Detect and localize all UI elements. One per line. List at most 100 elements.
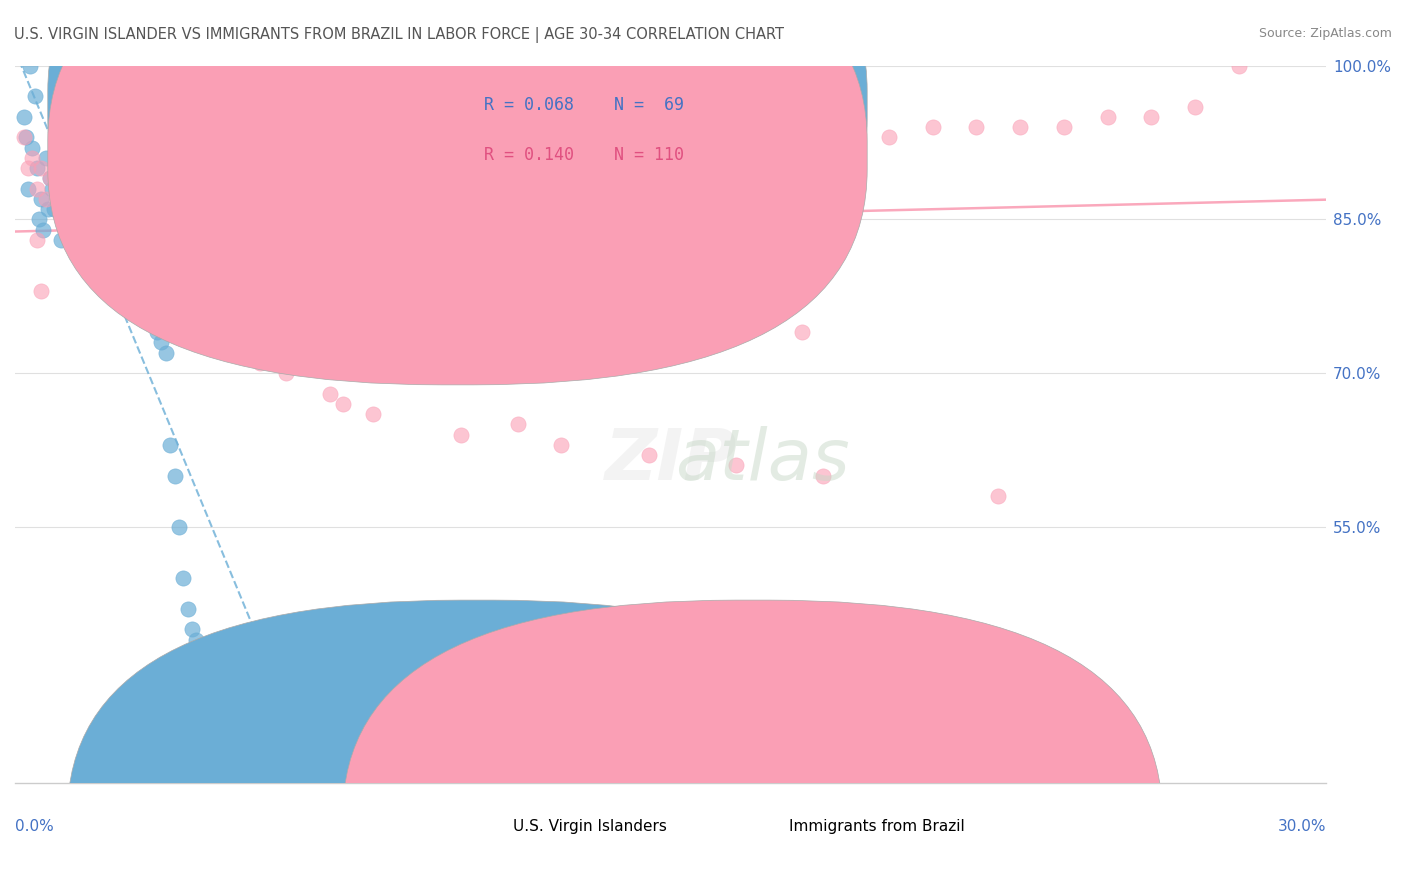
- Point: [202, 673, 225, 688]
- Point: [529, 151, 551, 165]
- Point: [183, 171, 205, 186]
- Point: [167, 520, 190, 534]
- Point: [65, 192, 87, 206]
- Point: [965, 120, 987, 134]
- Point: [20, 59, 42, 73]
- Point: [572, 140, 595, 154]
- Point: [191, 181, 214, 195]
- Point: [186, 632, 208, 647]
- Point: [1010, 120, 1032, 134]
- Point: [45, 192, 67, 206]
- Point: [309, 151, 332, 165]
- Point: [93, 212, 115, 227]
- Point: [637, 448, 659, 462]
- Point: [877, 130, 900, 145]
- Point: [450, 427, 472, 442]
- Point: [25, 233, 48, 247]
- FancyBboxPatch shape: [48, 0, 868, 384]
- Point: [363, 407, 385, 421]
- Point: [67, 202, 90, 216]
- Text: ZIP: ZIP: [605, 425, 737, 495]
- Point: [235, 161, 257, 175]
- Point: [148, 315, 170, 329]
- Point: [159, 438, 181, 452]
- Point: [108, 222, 131, 236]
- Point: [80, 181, 103, 195]
- Point: [921, 120, 943, 134]
- Point: [156, 161, 179, 175]
- Point: [60, 161, 83, 175]
- Point: [288, 161, 311, 175]
- Point: [135, 222, 157, 236]
- Point: [73, 171, 96, 186]
- Point: [198, 663, 221, 677]
- Point: [194, 653, 217, 667]
- Point: [139, 192, 162, 206]
- Point: [231, 335, 253, 350]
- Point: [28, 212, 51, 227]
- Point: [72, 192, 94, 206]
- Point: [485, 140, 508, 154]
- Point: [79, 192, 101, 206]
- Point: [725, 458, 748, 473]
- Text: R = 0.068    N =  69: R = 0.068 N = 69: [484, 96, 685, 114]
- Point: [39, 171, 62, 186]
- Point: [24, 89, 46, 103]
- Point: [245, 151, 267, 165]
- Point: [176, 602, 198, 616]
- Point: [48, 130, 70, 145]
- Point: [209, 161, 232, 175]
- Point: [87, 212, 110, 227]
- Point: [69, 140, 91, 154]
- Point: [60, 161, 83, 175]
- Point: [135, 151, 157, 165]
- Point: [218, 151, 240, 165]
- Point: [79, 202, 101, 216]
- Point: [131, 181, 153, 195]
- Point: [187, 202, 209, 216]
- Point: [148, 171, 170, 186]
- Point: [44, 171, 66, 186]
- Point: [181, 623, 204, 637]
- Point: [318, 386, 340, 401]
- Point: [52, 202, 75, 216]
- Point: [30, 192, 52, 206]
- Point: [353, 161, 375, 175]
- Point: [201, 171, 224, 186]
- Point: [100, 222, 122, 236]
- Point: [34, 151, 56, 165]
- Point: [1097, 110, 1119, 124]
- Point: [156, 171, 179, 186]
- Point: [166, 181, 188, 195]
- Point: [83, 192, 105, 206]
- Point: [222, 325, 245, 339]
- Point: [201, 222, 224, 236]
- Point: [226, 171, 249, 186]
- Point: [56, 212, 79, 227]
- Point: [136, 304, 159, 318]
- Point: [69, 181, 91, 195]
- Point: [44, 202, 66, 216]
- Point: [97, 202, 120, 216]
- Point: [703, 130, 725, 145]
- Point: [39, 171, 62, 186]
- Point: [25, 161, 48, 175]
- Point: [214, 284, 236, 298]
- Text: R = 0.140    N = 110: R = 0.140 N = 110: [484, 146, 685, 164]
- Point: [747, 130, 769, 145]
- Text: U.S. VIRGIN ISLANDER VS IMMIGRANTS FROM BRAZIL IN LABOR FORCE | AGE 30-34 CORREL: U.S. VIRGIN ISLANDER VS IMMIGRANTS FROM …: [14, 27, 785, 43]
- Point: [53, 161, 76, 175]
- Point: [1227, 59, 1250, 73]
- Point: [659, 130, 682, 145]
- Point: [332, 171, 354, 186]
- Point: [25, 181, 48, 195]
- Point: [103, 222, 125, 236]
- Point: [17, 161, 39, 175]
- Point: [235, 140, 257, 154]
- Point: [17, 181, 39, 195]
- Point: [506, 417, 529, 432]
- Point: [195, 294, 218, 309]
- Point: [104, 192, 127, 206]
- Point: [146, 325, 169, 339]
- Point: [332, 397, 354, 411]
